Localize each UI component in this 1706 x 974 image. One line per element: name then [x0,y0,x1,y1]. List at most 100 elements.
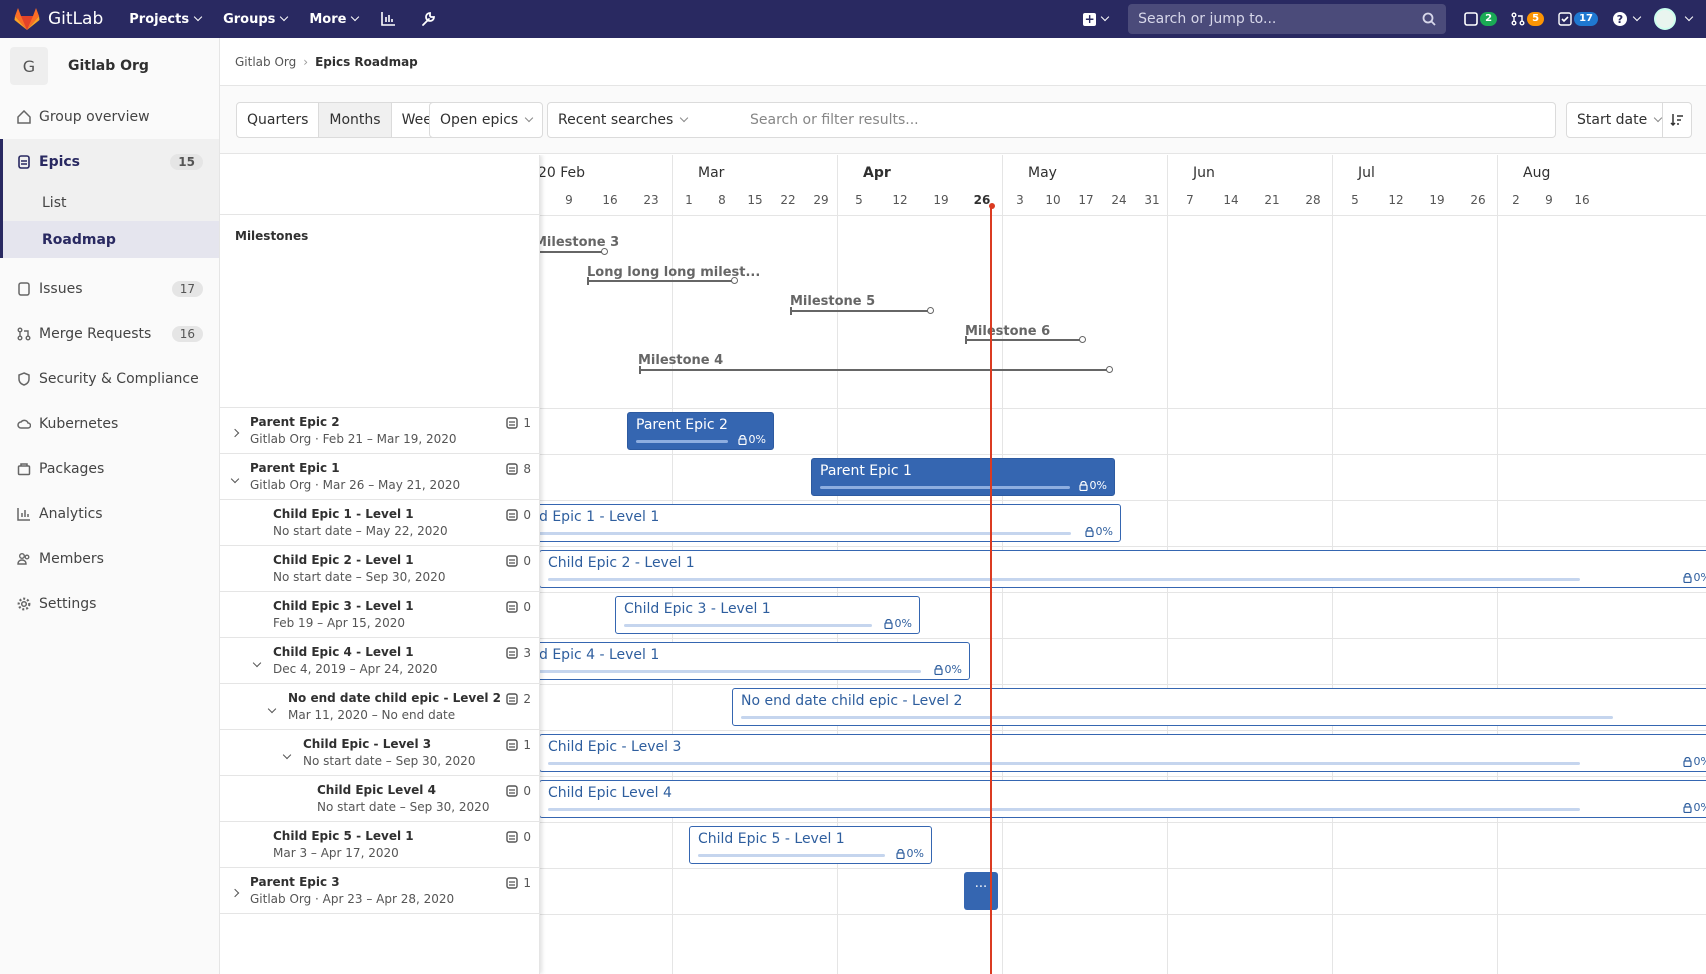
epic-title[interactable]: Child Epic 4 - Level 1 [273,645,414,659]
chevron-right-icon[interactable] [230,425,240,438]
day-label: 8 [718,193,726,207]
chevron-down-icon [680,113,689,123]
child-count: 3 [506,646,531,660]
search-input[interactable] [1138,11,1423,27]
chevron-down-icon[interactable] [252,655,262,668]
milestone-label[interactable]: Milestone 4 [638,353,724,368]
wrench-icon[interactable] [420,10,438,28]
epic-progress-track [624,624,872,627]
issues-counter[interactable]: 2 [1464,12,1498,26]
epic-bar[interactable]: Parent Epic 1 0% [811,458,1115,496]
help-dropdown[interactable]: ? [1612,11,1642,27]
preset-quarters-button[interactable]: Quarters [237,103,320,137]
global-search[interactable] [1128,4,1447,34]
chevron-down-icon [280,12,289,22]
epic-bar[interactable]: d Epic 1 - Level 1 0% [530,504,1121,542]
epic-icon [506,509,519,521]
chevron-down-icon [1632,12,1642,22]
epic-title[interactable]: Child Epic 2 - Level 1 [273,553,414,567]
child-count: 1 [506,416,531,430]
projects-menu[interactable]: Projects [129,10,203,28]
recent-searches-dropdown[interactable]: Recent searches [547,102,739,138]
epic-bar[interactable]: Child Epic Level 4 0% [539,780,1706,818]
milestone-label[interactable]: Milestone 5 [790,294,876,309]
epic-details-column: Milestones Parent Epic 2 Gitlab Org · Feb… [220,155,540,974]
progress-percent: 0% [1078,479,1107,492]
cloud-icon [16,416,32,432]
sidebar-item-security[interactable]: Security & Compliance [0,356,219,401]
day-label: 10 [1045,193,1061,207]
epic-icon [506,739,519,751]
chevron-down-icon[interactable] [282,747,292,760]
group-sidebar: G Gitlab Org Group overview Epics 15 Lis… [0,38,220,974]
epic-icon [16,154,32,170]
sidebar-item-analytics[interactable]: Analytics [0,491,219,536]
activity-chart-icon[interactable] [380,10,398,28]
milestone-label[interactable]: Long long long milest... [587,265,761,280]
epic-title[interactable]: Child Epic 5 - Level 1 [273,829,414,843]
milestone-bar [587,277,738,285]
sort-direction-button[interactable] [1661,103,1692,137]
epic-title[interactable]: Child Epic Level 4 [317,783,436,797]
todos-counter[interactable]: 17 [1558,12,1598,26]
groups-menu[interactable]: Groups [223,10,289,28]
month-label: May [1028,165,1057,181]
epic-bar[interactable]: d Epic 4 - Level 1 0% [530,642,970,680]
epic-title[interactable]: Child Epic 3 - Level 1 [273,599,414,613]
sidebar-subitem-roadmap[interactable]: Roadmap [0,221,219,258]
epic-icon [506,601,519,613]
sidebar-item-merge-requests[interactable]: Merge Requests 16 [0,311,219,356]
preset-months-button[interactable]: Months [319,103,392,137]
day-label: 7 [1186,193,1194,207]
epic-bar[interactable]: Child Epic 3 - Level 1 0% [615,596,920,634]
epic-bar[interactable]: Parent Epic 2 0% [627,412,774,450]
milestone-label[interactable]: Milestone 6 [965,324,1051,339]
group-context-header[interactable]: G Gitlab Org [0,38,219,94]
sort-dropdown[interactable]: Start date [1566,102,1692,138]
epic-bar-collapsed[interactable]: ... [964,872,998,910]
filtered-search[interactable] [738,102,1556,138]
epic-title[interactable]: Parent Epic 1 [250,461,340,475]
merge-requests-counter[interactable]: 5 [1511,12,1545,26]
sidebar-item-settings[interactable]: Settings [0,581,219,626]
epic-state-dropdown[interactable]: Open epics [429,102,544,138]
epic-bar[interactable]: Child Epic - Level 3 0% [539,734,1706,772]
sidebar-item-kubernetes[interactable]: Kubernetes [0,401,219,446]
sidebar-item-epics[interactable]: Epics 15 [0,139,219,184]
chevron-down-icon[interactable] [230,471,240,484]
epic-bar[interactable]: Child Epic 2 - Level 1 0% [539,550,1706,588]
user-menu[interactable] [1654,8,1694,30]
chevron-down-icon[interactable] [267,701,277,714]
breadcrumb-group-link[interactable]: Gitlab Org [235,54,297,69]
day-label: 26 [1470,193,1486,207]
breadcrumb-current[interactable]: Epics Roadmap [315,54,418,69]
more-menu[interactable]: More [309,10,360,28]
child-count-value: 0 [523,784,531,798]
epic-title[interactable]: Child Epic 1 - Level 1 [273,507,414,521]
progress-percent: 0% [933,663,962,676]
child-count: 0 [506,554,531,568]
epic-bar[interactable]: No end date child epic - Level 2 [732,688,1706,726]
gitlab-home-link[interactable]: GitLab [14,7,103,31]
sidebar-item-packages[interactable]: Packages [0,446,219,491]
sidebar-item-members[interactable]: Members [0,536,219,581]
new-dropdown-button[interactable]: + [1083,12,1110,26]
sidebar-subitem-list[interactable]: List [0,184,219,221]
epic-progress-track [636,440,728,443]
filter-search-input[interactable] [750,112,1555,128]
chevron-right-icon[interactable] [230,885,240,898]
group-name: Gitlab Org [68,58,149,74]
epic-title[interactable]: Parent Epic 3 [250,875,340,889]
sidebar-item-group-overview[interactable]: Group overview [0,94,219,139]
epic-row: Child Epic 4 - Level 1 Dec 4, 2019 – Apr … [220,638,539,684]
epic-title[interactable]: Child Epic - Level 3 [303,737,432,751]
epic-title[interactable]: Parent Epic 2 [250,415,340,429]
epic-row: Child Epic 1 - Level 1 No start date – Ma… [220,500,539,546]
epic-bar[interactable]: Child Epic 5 - Level 1 0% [689,826,932,864]
issues-badge: 2 [1480,12,1498,26]
chevron-right-icon: › [303,54,309,69]
milestone-label[interactable]: Milestone 3 [534,235,620,250]
timeline-row-divider [540,822,1706,823]
sidebar-item-issues[interactable]: Issues 17 [0,266,219,311]
epic-title[interactable]: No end date child epic - Level 2 [288,691,501,705]
